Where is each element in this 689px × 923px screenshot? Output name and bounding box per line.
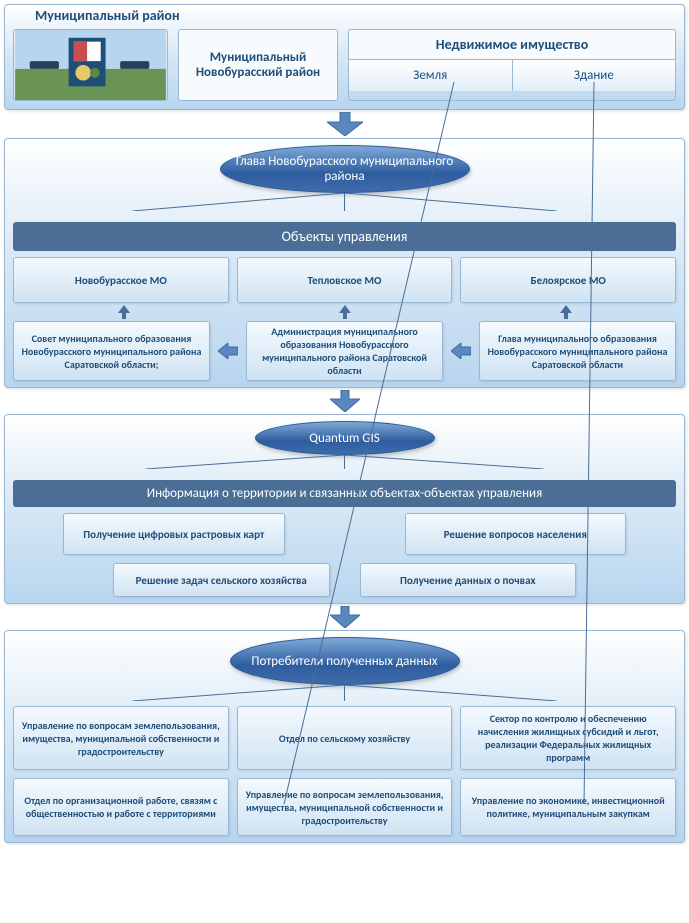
cons-box-4: Отдел по организационной работе, связям … [13, 778, 229, 836]
info-box-3: Решение задач сельского хозяйства [113, 563, 330, 597]
info-row2: Решение задач сельского хозяйства Получе… [13, 563, 676, 597]
header-title: Муниципальный район [35, 7, 180, 24]
info-box-1: Получение цифровых растровых карт [63, 513, 285, 555]
info-bar: Информация о территории и связанных объе… [13, 480, 676, 507]
consumers-row1: Управление по вопросам землепользования,… [13, 706, 676, 770]
section-head-panel: Глава Новобурасского муниципального райо… [4, 138, 685, 388]
mo-box-3: Белоярское МО [460, 257, 676, 303]
cons-box-6: Управление по экономике, инвестиционной … [460, 778, 676, 836]
up-arrows-row [13, 305, 676, 319]
cons-box-5: Управление по вопросам землепользования,… [237, 778, 453, 836]
section-qgis-panel: Quantum GIS Информация о территории и св… [4, 414, 685, 604]
property-table: Недвижимое имущество Земля Здание [348, 29, 676, 101]
fanout-lines-2 [13, 455, 676, 469]
arrow-1 [4, 112, 685, 136]
municipal-name-box: Муниципальный Новобурасский район [178, 29, 338, 101]
arrow-3 [4, 606, 685, 628]
section-consumers-panel: Потребители полученных данных Управление… [4, 630, 685, 843]
mo-row: Новобурасское МО Тепловское МО Белоярско… [13, 257, 676, 303]
head-ellipse-label: Глава Новобурасского муниципального райо… [229, 154, 461, 184]
district-logo [13, 29, 168, 101]
mo-box-2: Тепловское МО [237, 257, 453, 303]
admin-box-2: Администрация муниципального образования… [246, 321, 443, 381]
arrow-2 [4, 390, 685, 412]
qgis-ellipse-label: Quantum GIS [309, 431, 379, 446]
admin-box-3: Глава муниципального образования Новобур… [479, 321, 676, 381]
h-arrow-right [451, 343, 471, 359]
cons-box-2: Отдел по сельскому хозяйству [237, 706, 453, 770]
h-arrow-left [218, 343, 238, 359]
cons-box-3: Сектор по контролю и обеспечению начисле… [460, 706, 676, 770]
info-box-2: Решение вопросов населения [405, 513, 627, 555]
objects-bar: Объекты управления [13, 222, 676, 251]
qgis-ellipse: Quantum GIS [255, 421, 435, 455]
property-title: Недвижимое имущество [349, 30, 675, 60]
mo-box-1: Новобурасское МО [13, 257, 229, 303]
cons-box-1: Управление по вопросам землепользования,… [13, 706, 229, 770]
consumers-ellipse: Потребители полученных данных [230, 637, 460, 685]
property-cell-land: Земля [349, 60, 512, 91]
head-ellipse: Глава Новобурасского муниципального райо… [220, 145, 470, 193]
property-cell-building: Здание [512, 60, 676, 91]
consumers-row2: Отдел по организационной работе, связям … [13, 778, 676, 836]
fanout-lines-3 [13, 685, 676, 701]
admin-box-1: Совет муниципального образования Новобур… [13, 321, 210, 381]
info-box-4: Получение данных о почвах [360, 563, 577, 597]
fanout-lines-1 [13, 193, 676, 211]
consumers-ellipse-label: Потребители полученных данных [251, 654, 437, 669]
header-panel: Муниципальный район Муниципальный Новобу… [4, 4, 685, 110]
info-row1: Получение цифровых растровых карт Решени… [13, 513, 676, 555]
admin-row: Совет муниципального образования Новобур… [13, 321, 676, 381]
